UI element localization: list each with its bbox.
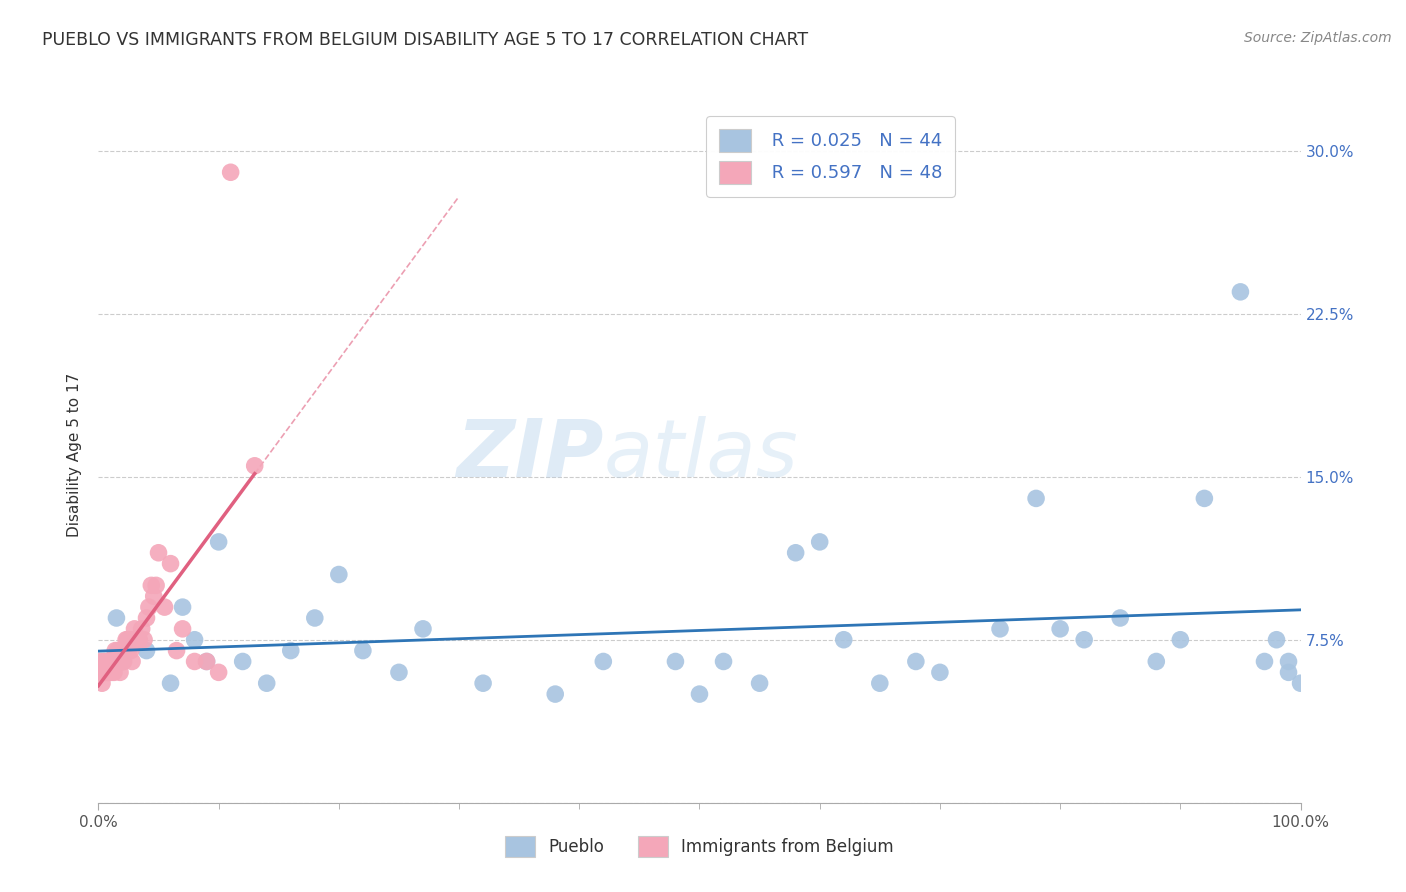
Point (183, 632, 205, 647)
Point (1170, 632, 1192, 647)
Point (159, 676, 181, 690)
Point (90, 665, 112, 680)
Point (131, 622, 153, 636)
Point (159, 557, 181, 571)
Point (97, 655, 120, 669)
Point (748, 676, 770, 690)
Point (256, 676, 278, 690)
Point (141, 578, 163, 592)
Point (125, 632, 148, 647)
Text: atlas: atlas (603, 416, 799, 494)
Point (1289, 676, 1312, 690)
Point (153, 600, 176, 615)
Point (120, 643, 142, 657)
Point (117, 643, 139, 657)
Point (93, 665, 115, 680)
Point (135, 611, 157, 625)
Point (111, 655, 134, 669)
Point (1277, 655, 1299, 669)
Legend: Pueblo, Immigrants from Belgium: Pueblo, Immigrants from Belgium (499, 830, 900, 864)
Point (243, 458, 266, 473)
Point (280, 643, 302, 657)
Point (1049, 622, 1071, 636)
Point (145, 578, 167, 592)
Point (232, 655, 254, 669)
Point (118, 632, 141, 647)
Point (472, 676, 495, 690)
Point (105, 611, 128, 625)
Point (112, 655, 135, 669)
Text: PUEBLO VS IMMIGRANTS FROM BELGIUM DISABILITY AGE 5 TO 17 CORRELATION CHART: PUEBLO VS IMMIGRANTS FROM BELGIUM DISABI… (42, 31, 808, 49)
Point (208, 665, 231, 680)
Point (96, 665, 118, 680)
Point (412, 622, 434, 636)
Text: Source: ZipAtlas.com: Source: ZipAtlas.com (1244, 31, 1392, 45)
Point (1144, 655, 1167, 669)
Point (1277, 665, 1299, 680)
Point (195, 655, 218, 669)
Point (101, 655, 124, 669)
Point (128, 632, 150, 647)
Point (117, 632, 139, 647)
Point (689, 687, 711, 701)
Point (208, 535, 231, 549)
Point (105, 655, 128, 669)
Point (352, 643, 374, 657)
Point (148, 546, 170, 560)
Point (108, 665, 131, 680)
Point (91, 655, 114, 669)
Text: ZIP: ZIP (456, 416, 603, 494)
Point (544, 687, 567, 701)
Point (115, 632, 138, 647)
Point (1229, 285, 1251, 299)
Point (94, 655, 117, 669)
Point (832, 632, 855, 647)
Point (713, 655, 735, 669)
Point (124, 622, 146, 636)
Point (122, 632, 145, 647)
Y-axis label: Disability Age 5 to 17: Disability Age 5 to 17 (67, 373, 83, 537)
Point (1253, 655, 1275, 669)
Point (111, 643, 134, 657)
Point (114, 643, 136, 657)
Point (100, 665, 122, 680)
Point (108, 655, 131, 669)
Point (138, 600, 160, 615)
Point (142, 589, 165, 603)
Point (183, 655, 205, 669)
Point (928, 665, 950, 680)
Point (1194, 491, 1216, 506)
Point (808, 535, 831, 549)
Point (1265, 632, 1288, 647)
Point (664, 655, 686, 669)
Point (121, 655, 143, 669)
Point (166, 643, 188, 657)
Point (100, 655, 122, 669)
Point (91, 676, 114, 690)
Point (904, 655, 927, 669)
Point (869, 676, 891, 690)
Point (195, 655, 218, 669)
Point (172, 600, 194, 615)
Point (1073, 632, 1095, 647)
Point (104, 643, 127, 657)
Point (107, 643, 129, 657)
Point (1025, 491, 1047, 506)
Point (1109, 611, 1132, 625)
Point (89, 655, 111, 669)
Point (388, 665, 411, 680)
Point (172, 622, 194, 636)
Point (132, 632, 155, 647)
Point (988, 622, 1011, 636)
Point (304, 611, 326, 625)
Point (135, 643, 157, 657)
Point (98, 665, 121, 680)
Point (592, 655, 614, 669)
Point (219, 165, 242, 179)
Point (110, 655, 132, 669)
Point (328, 567, 350, 582)
Point (785, 546, 807, 560)
Point (103, 665, 125, 680)
Point (117, 632, 139, 647)
